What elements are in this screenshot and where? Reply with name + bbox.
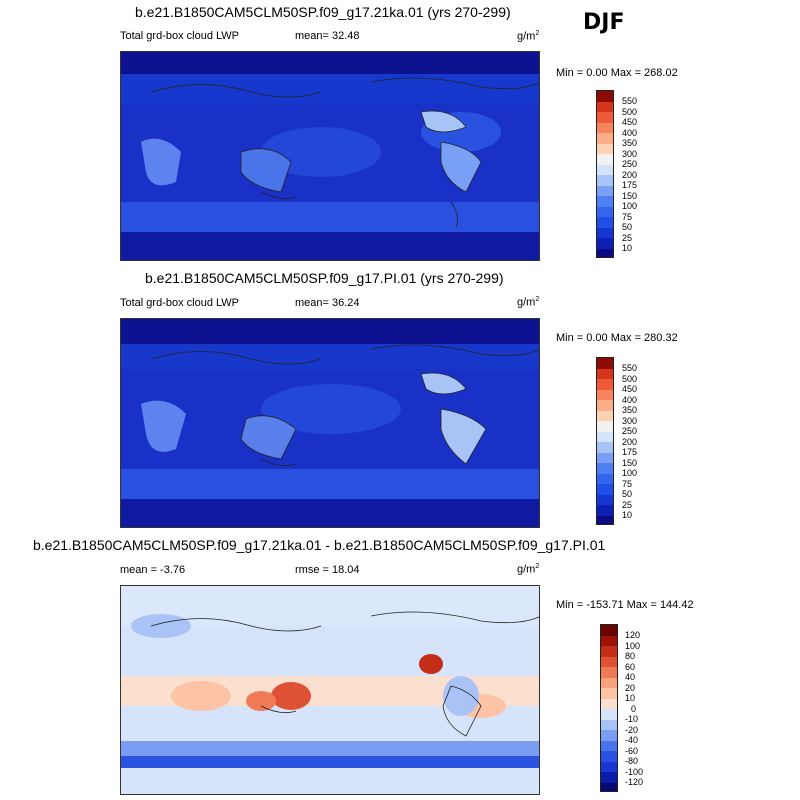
units-exp: 2 (535, 296, 540, 303)
season-label: DJF (583, 10, 625, 35)
units-exp: 2 (535, 563, 540, 570)
panel2-tick: 25 (622, 500, 633, 510)
panel3-tick: 80 (625, 651, 636, 661)
panel1-tick: 550 (622, 96, 638, 106)
panel2-minmax: Min = 0.00 Max = 280.32 (556, 332, 678, 344)
panel1-map-svg (121, 52, 539, 260)
panel3-tick: 0 (631, 704, 637, 714)
panel3-tick: 120 (625, 630, 641, 640)
panel1-tick: 25 (622, 233, 633, 243)
panel2-tick: 350 (622, 405, 638, 415)
panel2-tick: 400 (622, 395, 638, 405)
panel2-tick: 75 (622, 479, 633, 489)
panel3-rmse: rmse = 18.04 (295, 564, 360, 576)
panel1-minmax: Min = 0.00 Max = 268.02 (556, 67, 678, 79)
panel3-map (120, 585, 540, 795)
panel2-tick: 450 (622, 384, 638, 394)
panel1-units: g/m2 (517, 30, 539, 43)
panel3-title: b.e21.B1850CAM5CLM50SP.f09_g17.21ka.01 -… (33, 537, 606, 553)
panel1-tick: 450 (622, 117, 638, 127)
panel2-map (120, 318, 540, 528)
panel3-tick: -10 (625, 714, 639, 724)
panel3-tick: 60 (625, 662, 636, 672)
panel2-tick: 200 (622, 437, 638, 447)
panel1-variable: Total grd-box cloud LWP (120, 30, 240, 42)
panel1-tick: 500 (622, 107, 638, 117)
panel2-units: g/m2 (517, 296, 539, 309)
panel1-title: b.e21.B1850CAM5CLM50SP.f09_g17.21ka.01 (… (135, 4, 511, 20)
panel3-tick: -60 (625, 746, 639, 756)
panel2-tick: 10 (622, 510, 633, 520)
panel1-colorbar (596, 90, 614, 258)
panel1-tick: 150 (622, 191, 638, 201)
panel2-title: b.e21.B1850CAM5CLM50SP.f09_g17.PI.01 (yr… (145, 270, 504, 286)
panel1-tick: 400 (622, 128, 638, 138)
panel1-tick: 100 (622, 201, 638, 211)
units-exp: 2 (535, 30, 540, 37)
panel1-map (120, 51, 540, 261)
panel3-tick: 40 (625, 672, 636, 682)
panel3-tick: -20 (625, 725, 639, 735)
panel1-tick: 75 (622, 212, 633, 222)
panel3-units: g/m2 (517, 563, 539, 576)
panel2-tick: 50 (622, 489, 633, 499)
panel3-tick: -40 (625, 735, 639, 745)
panel3-tick: -120 (625, 777, 644, 787)
panel3-tick: -100 (625, 767, 644, 777)
panel3-minmax: Min = -153.71 Max = 144.42 (556, 599, 694, 611)
panel3-map-svg (121, 586, 539, 794)
panel2-tick: 175 (622, 447, 638, 457)
panel2-map-svg (121, 319, 539, 527)
panel1-tick: 10 (622, 243, 633, 253)
panel1-tick: 300 (622, 149, 638, 159)
panel2-tick: 300 (622, 416, 638, 426)
panel2-variable: Total grd-box cloud LWP (120, 297, 240, 309)
panel3-tick: 100 (625, 641, 641, 651)
panel2-tick: 100 (622, 468, 638, 478)
units-base: g/m (517, 296, 536, 309)
panel1-tick: 50 (622, 222, 633, 232)
panel1-tick: 350 (622, 138, 638, 148)
units-base: g/m (517, 563, 536, 576)
panel3-mean: mean = -3.76 (120, 564, 186, 576)
panel3-colorbar (600, 624, 618, 792)
panel2-tick: 250 (622, 426, 638, 436)
panel3-tick: 10 (625, 693, 636, 703)
panel1-tick: 200 (622, 170, 638, 180)
panel1-tick: 250 (622, 159, 638, 169)
panel3-tick: 20 (625, 683, 636, 693)
panel3-tick: -80 (625, 756, 639, 766)
panel2-colorbar (596, 357, 614, 525)
panel2-tick: 500 (622, 374, 638, 384)
panel2-tick: 550 (622, 363, 638, 373)
units-base: g/m (517, 30, 536, 43)
panel1-tick: 175 (622, 180, 638, 190)
panel2-mean: mean= 36.24 (295, 297, 360, 309)
panel1-mean: mean= 32.48 (295, 30, 360, 42)
panel2-tick: 150 (622, 458, 638, 468)
